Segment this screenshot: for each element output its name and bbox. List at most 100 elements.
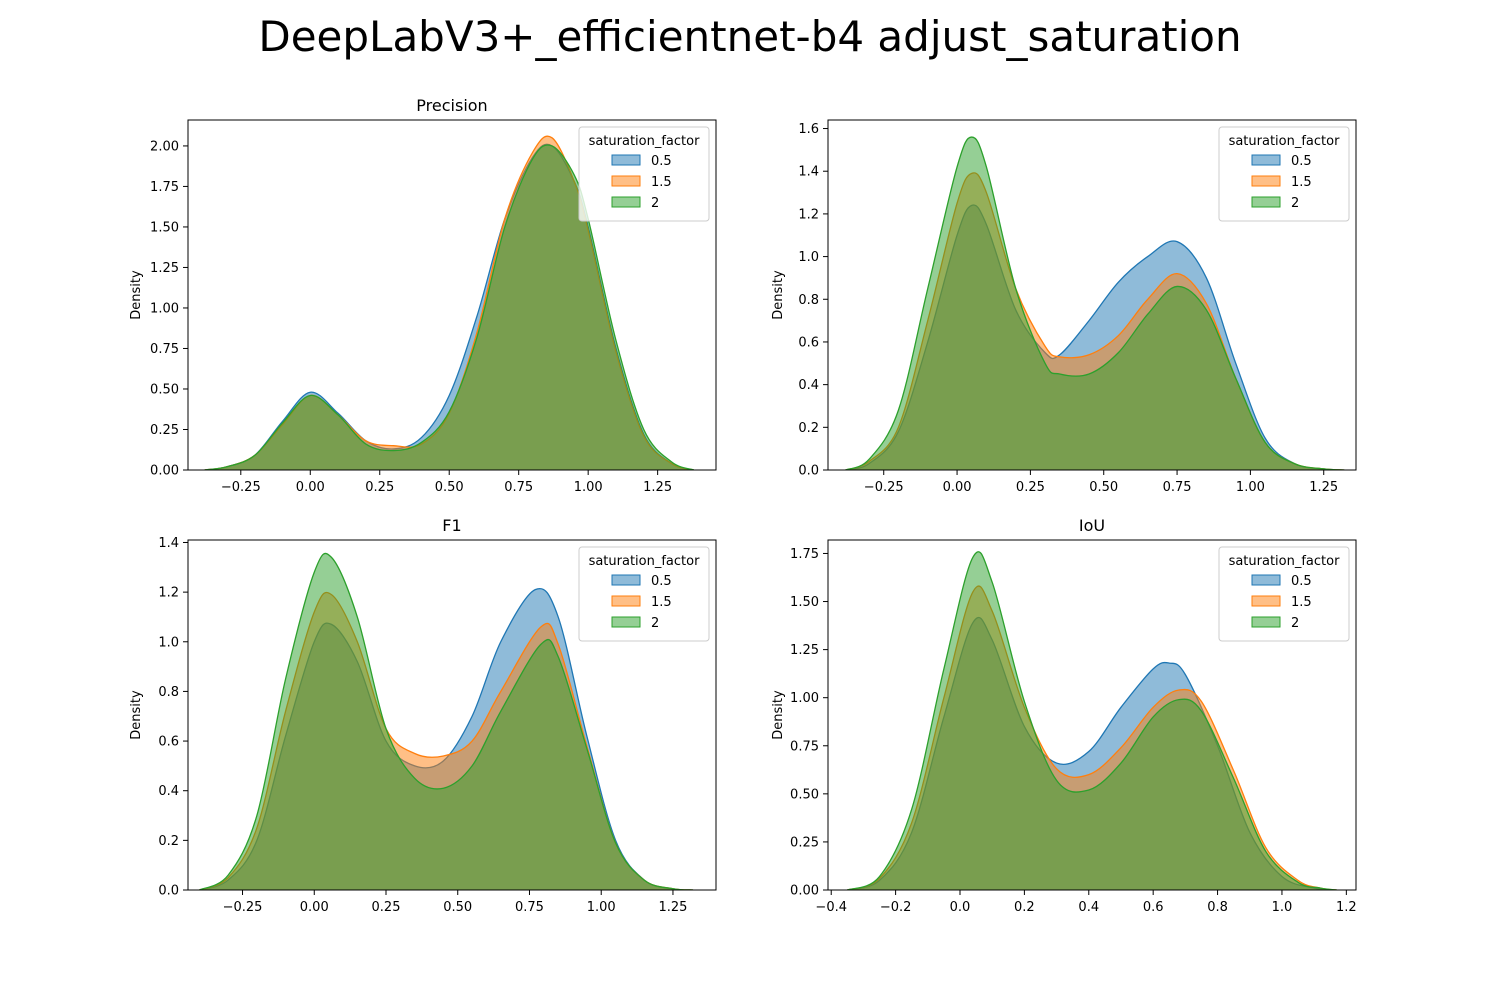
legend-swatch	[1251, 616, 1281, 628]
legend-swatch	[611, 574, 641, 586]
y-tick-label: 0.4	[158, 784, 179, 799]
y-axis-label: Density	[129, 270, 144, 320]
legend-entry: 0.5	[1291, 574, 1312, 589]
legend-entry: 2	[1291, 616, 1299, 631]
x-tick-label: 1.25	[1309, 480, 1338, 495]
x-tick-label: 0.50	[1089, 480, 1118, 495]
y-tick-label: 0.00	[150, 464, 179, 479]
y-tick-label: 1.4	[158, 536, 179, 551]
subplot-iou: −0.4 −0.2 0.0 0.2 0.4 0.6 0.8 1.0 1.2 0.00 0.25 0.5…	[771, 516, 1357, 915]
y-tick-label: 0.75	[790, 739, 819, 754]
y-tick-label: 1.4	[798, 165, 819, 180]
y-tick-label: 0.75	[150, 342, 179, 357]
subplot-title: F1	[442, 516, 461, 535]
legend: saturation_factor 0.5 1.5 2	[578, 126, 710, 222]
legend-entry: 1.5	[1291, 175, 1312, 190]
x-tick-label: −0.25	[223, 900, 263, 915]
y-tick-label: 1.00	[790, 691, 819, 706]
y-tick-label: 0.2	[798, 421, 819, 436]
y-axis-label: Density	[771, 270, 786, 320]
x-tick-label: 0.75	[504, 480, 533, 495]
y-tick-label: 1.50	[790, 595, 819, 610]
legend-swatch	[1251, 574, 1281, 586]
legend-swatch	[611, 616, 641, 628]
subplot-title: Precision	[416, 96, 487, 115]
legend-entry: 0.5	[1291, 154, 1312, 169]
series-group	[845, 136, 1345, 470]
x-tick-label: 0.50	[443, 900, 472, 915]
legend-title: saturation_factor	[1229, 554, 1341, 569]
y-tick-label: 0.25	[150, 423, 179, 438]
legend-entry: 1.5	[651, 175, 672, 190]
x-tick-label: 0.50	[435, 480, 464, 495]
x-tick-label: 1.25	[643, 480, 672, 495]
x-tick-label: 0.8	[1207, 900, 1228, 915]
y-tick-label: 0.6	[798, 335, 819, 350]
y-tick-label: 1.00	[150, 301, 179, 316]
axes-frame	[827, 119, 1357, 471]
legend-entry: 2	[651, 196, 659, 211]
x-tick-label: −0.2	[880, 900, 912, 915]
legend-swatch	[611, 154, 641, 166]
x-tick-label: 1.00	[574, 480, 603, 495]
legend-swatch	[1251, 175, 1281, 187]
x-tick-label: 0.00	[300, 900, 329, 915]
x-tick-label: 0.25	[372, 900, 401, 915]
x-tick-label: 0.6	[1143, 900, 1164, 915]
y-axis-label: Density	[771, 690, 786, 740]
y-tick-label: 0.0	[798, 464, 819, 479]
y-tick-label: 0.2	[158, 834, 179, 849]
x-tick-label: 0.0	[950, 900, 971, 915]
y-tick-label: 0.50	[150, 382, 179, 397]
x-tick-label: 1.00	[1236, 480, 1265, 495]
x-tick-label: 1.00	[587, 900, 616, 915]
density-line-2	[845, 136, 1345, 470]
x-tick-label: 0.2	[1014, 900, 1035, 915]
subplot-precision: −0.25 0.00 0.25 0.50 0.75 1.00 1.25 0.00 0.25 0.5…	[129, 96, 717, 495]
y-tick-label: 0.4	[798, 378, 819, 393]
y-tick-label: 0.50	[790, 787, 819, 802]
y-axis-label: Density	[129, 690, 144, 740]
legend-title: saturation_factor	[589, 554, 701, 569]
y-tick-label: 0.25	[790, 835, 819, 850]
legend: saturation_factor 0.5 1.5 2	[1218, 546, 1350, 642]
x-tick-label: 0.25	[1016, 480, 1045, 495]
density-line-2	[199, 552, 694, 890]
x-tick-label: 0.00	[296, 480, 325, 495]
series-group	[847, 551, 1337, 890]
legend-entry: 2	[651, 616, 659, 631]
legend-swatch	[1251, 154, 1281, 166]
legend-entry: 1.5	[1291, 595, 1312, 610]
legend-swatch	[611, 175, 641, 187]
axes-frame	[827, 539, 1357, 891]
subplot-title: IoU	[1079, 516, 1105, 535]
density-line-2	[847, 551, 1337, 890]
density-area-2	[847, 551, 1337, 890]
legend-entry: 0.5	[651, 574, 672, 589]
density-line-2	[204, 144, 694, 470]
legend: saturation_factor 0.5 1.5 2	[1218, 126, 1350, 222]
legend-entry: 0.5	[651, 154, 672, 169]
x-tick-label: 1.0	[1272, 900, 1293, 915]
y-tick-label: 1.25	[790, 643, 819, 658]
legend-swatch	[611, 196, 641, 208]
x-tick-label: 0.4	[1078, 900, 1099, 915]
x-tick-label: −0.4	[815, 900, 847, 915]
y-tick-label: 0.00	[790, 884, 819, 899]
legend-entry: 2	[1291, 196, 1299, 211]
x-tick-label: 0.25	[365, 480, 394, 495]
figure-title: DeepLabV3+_efficientnet-b4 adjust_satura…	[258, 12, 1242, 61]
density-area-2	[845, 137, 1345, 470]
x-tick-label: 1.25	[658, 900, 687, 915]
y-tick-label: 1.6	[798, 122, 819, 137]
x-tick-label: 0.75	[1163, 480, 1192, 495]
y-tick-label: 1.0	[158, 635, 179, 650]
legend-swatch	[1251, 595, 1281, 607]
y-tick-label: 1.0	[798, 250, 819, 265]
y-tick-label: 1.50	[150, 220, 179, 235]
legend-title: saturation_factor	[1229, 134, 1341, 149]
density-area-2	[199, 553, 694, 890]
x-tick-label: 0.00	[943, 480, 972, 495]
axes-frame	[187, 539, 717, 891]
